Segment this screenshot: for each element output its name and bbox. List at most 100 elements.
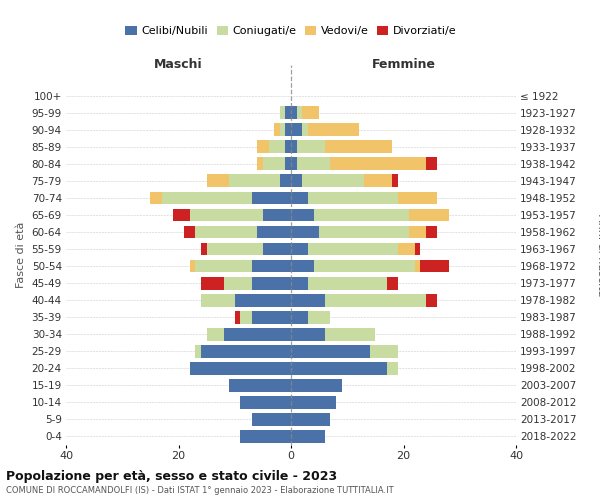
Bar xyxy=(308,311,331,324)
Bar xyxy=(291,174,302,188)
Bar xyxy=(302,106,319,119)
Bar xyxy=(308,276,386,289)
Bar xyxy=(241,311,251,324)
Bar xyxy=(302,174,364,188)
Bar xyxy=(190,260,196,272)
Bar xyxy=(291,311,308,324)
Bar xyxy=(263,208,291,222)
Bar xyxy=(370,345,398,358)
Bar xyxy=(291,276,308,289)
Bar xyxy=(190,208,263,222)
Bar xyxy=(415,260,421,272)
Bar xyxy=(409,226,426,238)
Bar xyxy=(257,226,291,238)
Bar xyxy=(325,294,426,306)
Bar xyxy=(201,242,206,256)
Bar xyxy=(291,140,296,153)
Bar xyxy=(392,174,398,188)
Bar xyxy=(398,242,415,256)
Bar xyxy=(308,242,398,256)
Text: COMUNE DI ROCCAMANDOLFI (IS) - Dati ISTAT 1° gennaio 2023 - Elaborazione TUTTITA: COMUNE DI ROCCAMANDOLFI (IS) - Dati ISTA… xyxy=(6,486,394,495)
Bar xyxy=(269,140,286,153)
Bar xyxy=(263,242,291,256)
Bar xyxy=(201,276,223,289)
Bar xyxy=(286,106,291,119)
Bar xyxy=(257,158,263,170)
Bar xyxy=(302,124,308,136)
Bar xyxy=(291,124,302,136)
Bar xyxy=(286,124,291,136)
Bar xyxy=(426,158,437,170)
Bar xyxy=(426,226,437,238)
Bar xyxy=(161,192,251,204)
Bar xyxy=(196,226,257,238)
Y-axis label: Anni di nascita: Anni di nascita xyxy=(596,214,600,296)
Bar xyxy=(251,192,291,204)
Text: Femmine: Femmine xyxy=(371,58,436,71)
Bar xyxy=(291,430,325,443)
Bar xyxy=(206,174,229,188)
Bar xyxy=(229,174,280,188)
Bar xyxy=(291,260,314,272)
Bar xyxy=(386,276,398,289)
Bar xyxy=(314,208,409,222)
Bar xyxy=(314,260,415,272)
Bar xyxy=(291,208,314,222)
Bar xyxy=(291,396,336,409)
Bar xyxy=(291,379,341,392)
Bar xyxy=(291,345,370,358)
Bar xyxy=(421,260,449,272)
Bar xyxy=(291,294,325,306)
Bar xyxy=(319,226,409,238)
Bar xyxy=(196,345,201,358)
Bar xyxy=(151,192,161,204)
Bar xyxy=(173,208,190,222)
Bar xyxy=(325,328,376,340)
Bar xyxy=(415,242,421,256)
Bar xyxy=(280,124,286,136)
Bar xyxy=(296,106,302,119)
Bar xyxy=(241,396,291,409)
Bar xyxy=(223,276,251,289)
Bar xyxy=(251,260,291,272)
Bar xyxy=(386,362,398,374)
Bar xyxy=(286,158,291,170)
Bar xyxy=(296,140,325,153)
Bar xyxy=(263,158,286,170)
Bar xyxy=(308,124,359,136)
Bar xyxy=(235,294,291,306)
Bar xyxy=(274,124,280,136)
Bar xyxy=(325,140,392,153)
Bar xyxy=(241,430,291,443)
Bar xyxy=(426,294,437,306)
Bar xyxy=(308,192,398,204)
Bar xyxy=(251,413,291,426)
Y-axis label: Fasce di età: Fasce di età xyxy=(16,222,26,288)
Bar xyxy=(257,140,269,153)
Bar xyxy=(184,226,196,238)
Bar xyxy=(223,328,291,340)
Text: Maschi: Maschi xyxy=(154,58,203,71)
Bar xyxy=(296,158,331,170)
Bar xyxy=(364,174,392,188)
Bar xyxy=(398,192,437,204)
Bar xyxy=(206,328,223,340)
Bar xyxy=(291,192,308,204)
Bar xyxy=(251,311,291,324)
Bar xyxy=(206,242,263,256)
Bar xyxy=(190,362,291,374)
Bar xyxy=(331,158,426,170)
Text: Popolazione per età, sesso e stato civile - 2023: Popolazione per età, sesso e stato civil… xyxy=(6,470,337,483)
Bar xyxy=(280,106,286,119)
Bar xyxy=(291,328,325,340)
Bar xyxy=(280,174,291,188)
Bar xyxy=(291,413,331,426)
Bar xyxy=(409,208,449,222)
Legend: Celibi/Nubili, Coniugati/e, Vedovi/e, Divorziati/e: Celibi/Nubili, Coniugati/e, Vedovi/e, Di… xyxy=(121,21,461,40)
Bar xyxy=(291,226,319,238)
Bar xyxy=(291,242,308,256)
Bar xyxy=(286,140,291,153)
Bar xyxy=(251,276,291,289)
Bar xyxy=(229,379,291,392)
Bar xyxy=(235,311,241,324)
